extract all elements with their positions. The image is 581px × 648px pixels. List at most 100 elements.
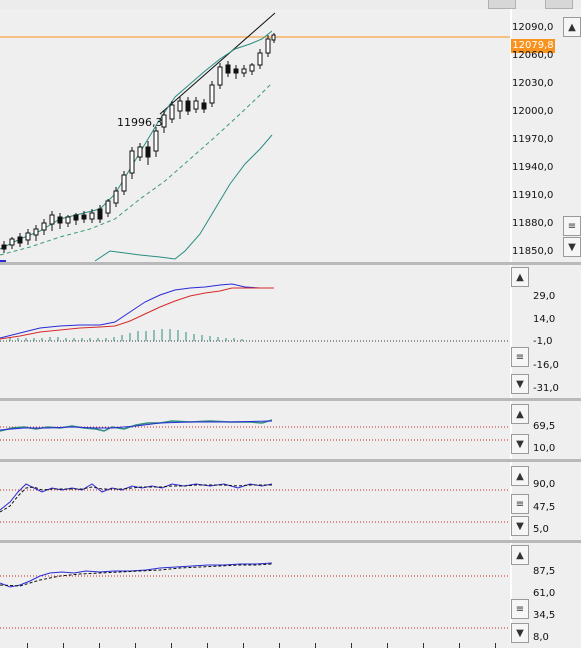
time-axis-tick: [387, 643, 388, 648]
scroll-up-button[interactable]: ▲: [563, 17, 581, 37]
indicator-4-line-b: [0, 563, 273, 587]
scroll-down-button[interactable]: ▼: [511, 434, 529, 454]
time-axis-tick: [279, 643, 280, 648]
indicator-2-line-b: [0, 420, 273, 431]
scroll-down-button[interactable]: ▼: [511, 516, 529, 536]
chevron-up-icon: ▲: [516, 408, 524, 420]
time-axis-tick: [315, 643, 316, 648]
price-axis-label: 12030,0: [512, 78, 554, 89]
scroll-up-button[interactable]: ▲: [511, 545, 529, 565]
indicator-3-axis-label: 5,0: [533, 524, 549, 535]
price-axis-label: 11880,0: [512, 218, 554, 229]
indicator-4-panel: 87,5 61,0 34,5 8,0 ▲ ≡ ▼: [0, 543, 581, 643]
price-axis-label: 11910,0: [512, 190, 554, 201]
scroll-up-button[interactable]: ▲: [511, 267, 529, 287]
macd-histogram: [9, 329, 243, 341]
indicator-4-axis-divider: [510, 543, 512, 643]
chevron-down-icon: ▼: [516, 520, 524, 532]
indicator-4-line-a: [0, 562, 273, 588]
price-chart-panel: 11996,3 12079,8 12090,0 12060,0 12030,0 …: [0, 9, 581, 262]
indicator-2-panel: 69,5 10,0 ▲ ▼: [0, 401, 581, 459]
indicator-2-plot: [0, 419, 510, 441]
scroll-down-button[interactable]: ▼: [511, 623, 529, 643]
price-axis-label: 12060,0: [512, 50, 554, 61]
signal-line: [0, 287, 274, 340]
grip-icon: ≡: [567, 220, 577, 232]
lower-band-line: [94, 134, 273, 262]
macd-axis-label: -16,0: [533, 360, 559, 371]
scroll-grip-button[interactable]: ≡: [511, 599, 529, 619]
price-axis-label: 11850,0: [512, 246, 554, 257]
scroll-grip-button[interactable]: ≡: [511, 494, 529, 514]
macd-axis-label: -1,0: [533, 336, 553, 347]
chevron-down-icon: ▼: [568, 241, 576, 253]
scroll-grip-button[interactable]: ≡: [563, 216, 581, 236]
indicator-2-axis-divider: [510, 401, 512, 459]
scroll-up-button[interactable]: ▲: [511, 466, 529, 486]
macd-axis-label: 14,0: [533, 314, 556, 325]
window-button-left[interactable]: [488, 0, 516, 9]
time-axis-tick: [63, 643, 64, 648]
chevron-down-icon: ▼: [516, 627, 524, 639]
window-button-right[interactable]: [545, 0, 573, 9]
panel-separator[interactable]: [0, 262, 581, 265]
chevron-down-icon: ▼: [516, 438, 524, 450]
grip-icon: ≡: [515, 351, 525, 363]
panel-separator[interactable]: [0, 540, 581, 543]
middle-band-line: [0, 82, 273, 256]
indicator-2-axis-label: 69,5: [533, 421, 556, 432]
indicator-3-line-b: [0, 484, 272, 513]
price-axis-label: 12000,0: [512, 106, 554, 117]
indicator-3-axis-label: 47,5: [533, 502, 556, 513]
price-chart-plot: [0, 12, 510, 262]
indicator-4-plot: [0, 562, 510, 629]
time-axis-tick: [171, 643, 172, 648]
time-axis-tick: [495, 643, 496, 648]
panel-separator[interactable]: [0, 459, 581, 462]
scroll-grip-button[interactable]: ≡: [511, 347, 529, 367]
grip-icon: ≡: [515, 603, 525, 615]
time-axis-tick: [135, 643, 136, 648]
chevron-down-icon: ▼: [516, 378, 524, 390]
chevron-up-icon: ▲: [568, 21, 576, 33]
time-axis-tick: [27, 643, 28, 648]
macd-line: [0, 283, 274, 339]
candlestick-series: [1, 33, 276, 253]
scroll-up-button[interactable]: ▲: [511, 404, 529, 424]
time-axis-tick: [243, 643, 244, 648]
macd-axis-label: 29,0: [533, 291, 556, 302]
current-price-badge: 12079,8: [511, 39, 555, 53]
indicator-2-axis-label: 10,0: [533, 443, 556, 454]
macd-axis-divider: [510, 265, 512, 398]
indicator-3-panel: 90,0 47,5 5,0 ▲ ≡ ▼: [0, 462, 581, 540]
scroll-down-button[interactable]: ▼: [511, 374, 529, 394]
upper-band-line: [0, 30, 273, 250]
indicator-4-axis-label: 8,0: [533, 632, 549, 643]
scroll-down-button[interactable]: ▼: [563, 237, 581, 257]
macd-axis-label: -31,0: [533, 383, 559, 394]
time-axis-tick: [423, 643, 424, 648]
indicator-4-axis-label: 61,0: [533, 588, 556, 599]
time-axis-tick: [351, 643, 352, 648]
price-axis-label: 11970,0: [512, 134, 554, 145]
indicator-3-axis-label: 90,0: [533, 479, 556, 490]
indicator-4-axis-label: 34,5: [533, 610, 556, 621]
time-axis-tick: [459, 643, 460, 648]
price-axis-label: 11940,0: [512, 162, 554, 173]
chevron-up-icon: ▲: [516, 549, 524, 561]
indicator-4-axis-label: 87,5: [533, 566, 556, 577]
price-annotation-label: 11996,3: [117, 116, 163, 129]
price-axis-divider: [510, 9, 512, 262]
macd-panel: 29,0 14,0 -1,0 -16,0 -31,0 ▲ ≡ ▼: [0, 265, 581, 398]
time-axis-tick: [99, 643, 100, 648]
price-axis-label: 12090,0: [512, 22, 554, 33]
indicator-3-plot: [0, 483, 510, 523]
chevron-up-icon: ▲: [516, 271, 524, 283]
macd-plot: [0, 283, 510, 342]
chevron-up-icon: ▲: [516, 470, 524, 482]
panel-separator[interactable]: [0, 398, 581, 401]
time-axis-tick: [207, 643, 208, 648]
time-axis: [0, 643, 581, 648]
trend-line: [159, 12, 276, 115]
grip-icon: ≡: [515, 498, 525, 510]
